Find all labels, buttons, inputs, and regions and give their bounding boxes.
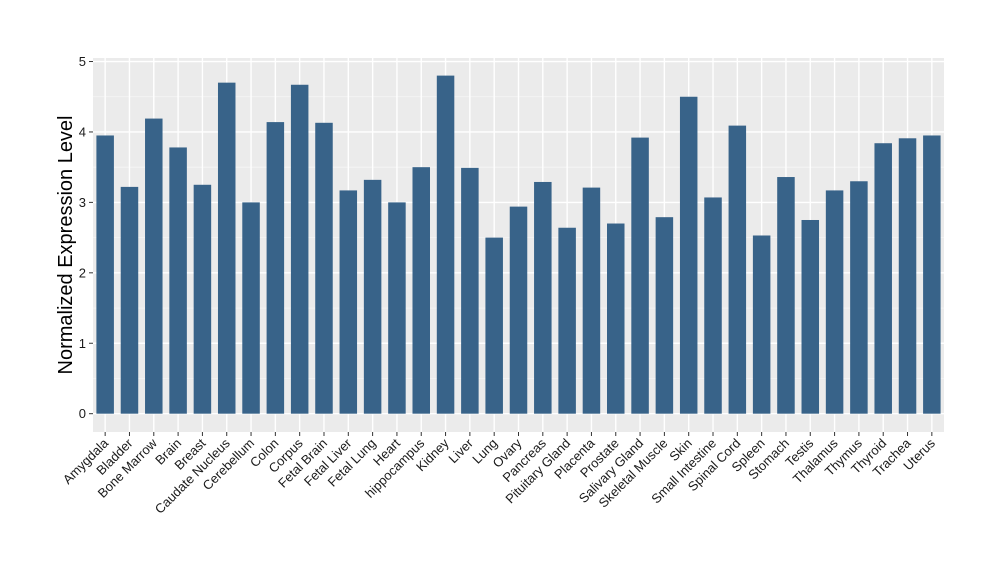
bar bbox=[290, 84, 309, 414]
bar bbox=[534, 181, 552, 414]
y-tick-label: 0 bbox=[79, 406, 86, 421]
bar bbox=[242, 202, 260, 414]
bar bbox=[145, 118, 163, 414]
bar bbox=[923, 135, 941, 414]
bar bbox=[898, 138, 917, 414]
bar bbox=[388, 202, 406, 414]
bar bbox=[120, 186, 139, 414]
bar bbox=[728, 125, 747, 414]
bar bbox=[339, 190, 358, 414]
y-axis: 0 1 2 3 4 5 bbox=[79, 54, 93, 421]
bar bbox=[704, 197, 722, 414]
bar bbox=[752, 235, 771, 414]
bar bbox=[850, 181, 868, 414]
bars-group bbox=[96, 75, 941, 414]
bar bbox=[436, 75, 455, 414]
bar bbox=[777, 177, 795, 414]
bar bbox=[363, 179, 382, 414]
bar bbox=[558, 227, 576, 414]
bar bbox=[266, 122, 285, 414]
y-tick-label: 1 bbox=[79, 336, 86, 351]
bar bbox=[825, 190, 844, 414]
bar bbox=[412, 167, 430, 414]
bar bbox=[461, 167, 479, 414]
bar bbox=[631, 137, 649, 414]
bar bbox=[315, 122, 333, 414]
y-tick-label: 3 bbox=[79, 195, 86, 210]
bar bbox=[96, 135, 114, 414]
bar bbox=[217, 82, 236, 414]
x-tick-label: Liver bbox=[445, 435, 476, 466]
bar bbox=[509, 206, 528, 414]
y-tick-label: 4 bbox=[79, 124, 86, 139]
bar bbox=[801, 219, 820, 414]
y-tick-label: 5 bbox=[79, 54, 86, 69]
y-tick-label: 2 bbox=[79, 265, 86, 280]
bar bbox=[874, 143, 892, 414]
bar bbox=[169, 147, 187, 414]
bar bbox=[655, 217, 674, 414]
bar bbox=[679, 96, 698, 414]
bar bbox=[193, 184, 212, 414]
y-axis-title: Normalized Expression Level bbox=[55, 115, 77, 374]
bar bbox=[485, 237, 503, 414]
bar bbox=[582, 187, 601, 414]
bar bbox=[607, 223, 625, 414]
